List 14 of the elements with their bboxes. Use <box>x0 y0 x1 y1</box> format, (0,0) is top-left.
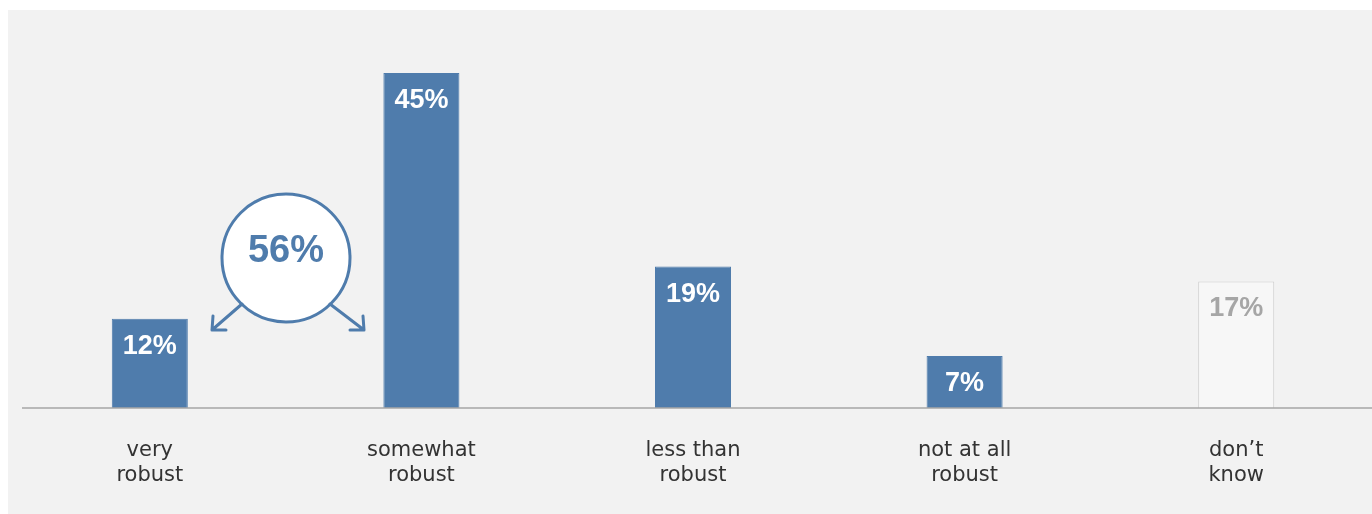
x-tick-label: very robust <box>116 437 184 487</box>
data-label: 17% <box>1209 292 1264 323</box>
bar <box>383 73 460 408</box>
x-tick-label: less than robust <box>645 437 741 487</box>
bar <box>654 266 732 408</box>
annotation: 56% <box>246 228 326 271</box>
data-label: 12% <box>122 329 177 360</box>
data-label: 45% <box>394 83 449 114</box>
x-tick-label: somewhat robust <box>367 437 476 487</box>
data-label: 19% <box>665 277 721 308</box>
data-label: 7% <box>945 366 985 397</box>
x-tick-label: not at all robust <box>917 437 1012 487</box>
bar <box>111 318 188 408</box>
x-tick-label: don’t know <box>1208 437 1264 487</box>
